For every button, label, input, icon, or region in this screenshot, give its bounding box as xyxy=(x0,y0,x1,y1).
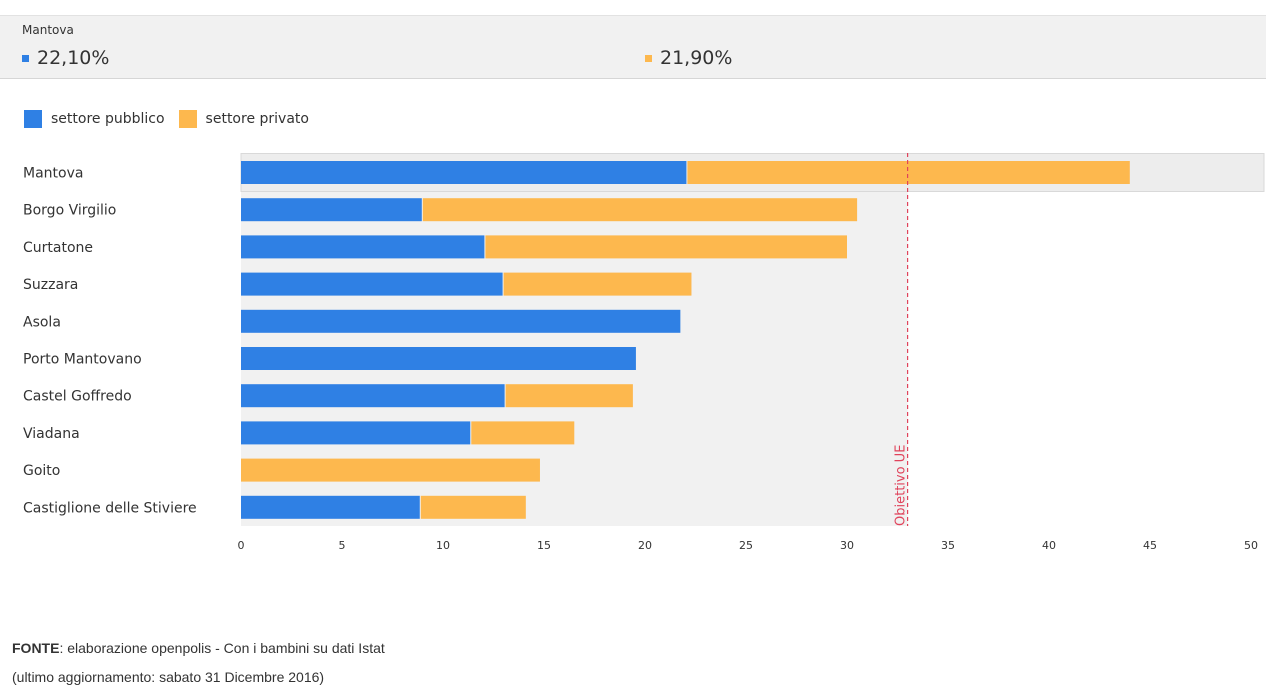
x-tick-label: 35 xyxy=(941,539,955,552)
category-label: Porto Mantovano xyxy=(23,352,142,368)
summary-private-value: 21,90% xyxy=(660,47,733,69)
category-label: Mantova xyxy=(23,166,83,182)
bar-private xyxy=(687,161,1130,184)
bar-public xyxy=(241,272,503,296)
summary-public-value: 22,10% xyxy=(37,47,110,69)
bar-public xyxy=(241,235,485,259)
summary-public: 22,10% xyxy=(22,47,109,69)
bar-private xyxy=(420,495,526,519)
category-label: Asola xyxy=(23,314,61,330)
legend-public-label: settore pubblico xyxy=(51,111,165,127)
bar-public xyxy=(241,495,420,519)
x-tick-label: 15 xyxy=(537,539,551,552)
legend-private-label: settore privato xyxy=(205,111,309,127)
source-note: FONTE: elaborazione openpolis - Con i ba… xyxy=(12,640,385,656)
x-tick-label: 40 xyxy=(1042,539,1056,552)
public-square-icon xyxy=(22,54,29,62)
x-tick-label: 5 xyxy=(339,539,346,552)
x-tick-label: 10 xyxy=(436,539,450,552)
summary-private: 21,90% xyxy=(645,47,732,69)
bar-private xyxy=(241,458,540,482)
category-label: Castiglione delle Stiviere xyxy=(23,500,197,516)
bar-public xyxy=(241,309,681,333)
category-label: Suzzara xyxy=(23,277,78,293)
update-note: (ultimo aggiornamento: sabato 31 Dicembr… xyxy=(12,669,325,685)
x-tick-label: 0 xyxy=(238,539,245,552)
x-tick-label: 20 xyxy=(638,539,652,552)
summary-tooltip: Mantova 22,10% 21,90% xyxy=(0,15,1266,79)
bar-public xyxy=(241,421,471,445)
source-text: : elaborazione openpolis - Con i bambini… xyxy=(59,640,385,656)
bar-public xyxy=(241,384,505,408)
private-square-icon xyxy=(645,54,652,62)
legend-public-swatch xyxy=(24,110,42,128)
stacked-bar-chart: Mantova Borgo Virgilio Curtatone Suzzara Aso… xyxy=(23,153,1265,552)
bar-private xyxy=(505,384,633,408)
summary-title: Mantova xyxy=(22,23,74,37)
bar-private xyxy=(503,272,692,296)
category-label: Castel Goffredo xyxy=(23,389,132,405)
legend-item-public[interactable]: settore pubblico xyxy=(24,110,165,128)
source-label: FONTE xyxy=(12,640,60,656)
category-label: Goito xyxy=(23,463,60,479)
x-tick-label: 50 xyxy=(1244,539,1258,552)
category-label: Curtatone xyxy=(23,240,93,256)
bar-private xyxy=(485,235,847,259)
bar-public xyxy=(241,161,687,184)
bar-private xyxy=(471,421,575,445)
category-label: Borgo Virgilio xyxy=(23,203,116,219)
bar-private xyxy=(422,198,858,222)
x-tick-label: 30 xyxy=(840,539,854,552)
bar-public xyxy=(241,347,636,370)
x-tick-label: 25 xyxy=(739,539,753,552)
reference-line-label: Obiettivo UE xyxy=(894,445,909,526)
legend-private-swatch xyxy=(178,110,197,128)
legend-item-private[interactable]: settore privato xyxy=(178,110,309,128)
category-label: Viadana xyxy=(23,426,80,442)
x-tick-label: 45 xyxy=(1143,539,1157,552)
chart-legend: settore pubblico settore privato xyxy=(24,110,323,128)
bar-public xyxy=(241,198,422,222)
